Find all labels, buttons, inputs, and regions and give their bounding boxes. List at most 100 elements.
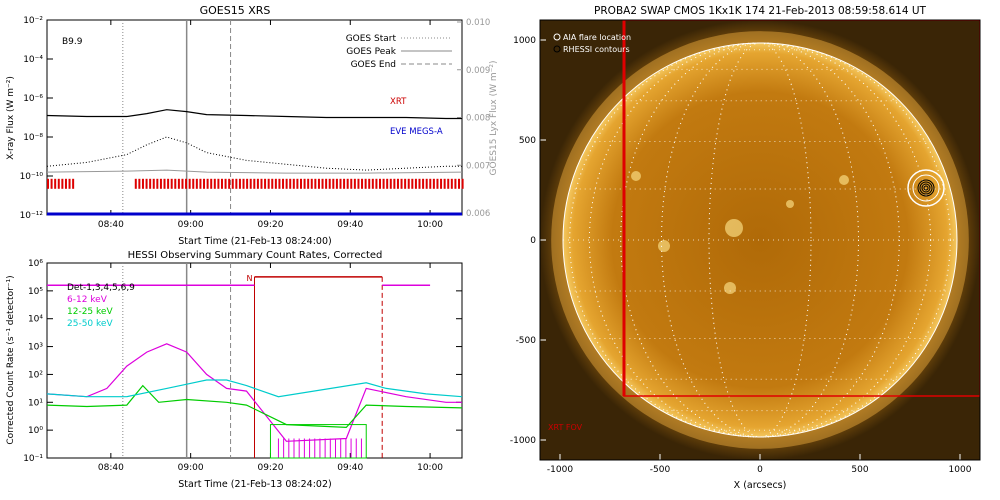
goes-xrt-bar	[407, 178, 410, 189]
goes-xrt-bar	[396, 178, 399, 189]
goes-xrt-bar	[188, 178, 191, 189]
goes-x-label: Start Time (21-Feb-13 08:24:00)	[178, 236, 331, 247]
goes-xrt-bar	[307, 178, 310, 189]
goes-xrt-bar	[235, 178, 238, 189]
hessi-y-tick-label: 10⁴	[28, 315, 43, 325]
goes-xrt-bar	[47, 178, 49, 189]
goes-xrt-bar	[296, 178, 299, 189]
goes-xrt-bar	[289, 178, 292, 189]
goes-xrt-bar	[343, 178, 346, 189]
hessi-series-0	[46, 343, 462, 442]
hessi-panel: HESSI Observing Summary Count Rates, Cor…	[6, 250, 463, 490]
goes-xrt-bar	[224, 178, 227, 189]
hessi-series-1	[46, 384, 463, 429]
goes-xrt-bar	[228, 178, 231, 189]
goes-y-tick-label: 10⁻⁴	[23, 55, 43, 65]
goes-xrt-bar	[145, 178, 148, 189]
swap-frame	[539, 19, 981, 461]
goes-xrt-bar	[174, 178, 177, 189]
goes-xrt-bar	[361, 178, 364, 189]
active-region	[631, 171, 641, 181]
goes-series-1	[46, 136, 462, 171]
goes-panel: GOES15 XRS 08:40 09:00 09:20 09:40 10:00 10⁻²…	[6, 4, 499, 247]
goes-xrt-bar	[203, 178, 206, 189]
goes-x-tick-label: 10:00	[417, 220, 443, 230]
hessi-series-2	[46, 379, 463, 398]
goes-class-annotation: B9.9	[62, 37, 83, 47]
goes-xrt-bar	[156, 178, 159, 189]
goes-xrt-bar	[61, 178, 64, 189]
goes-xrt-bar	[267, 178, 270, 189]
goes-xrt-bar	[192, 178, 195, 189]
goes-y-right-label: GOES15 Lyx Flux (W m⁻²)	[489, 61, 499, 176]
goes-xrt-bar	[371, 178, 374, 189]
goes-xrt-bar	[335, 178, 338, 189]
hessi-x-tick-label: 09:40	[337, 463, 363, 473]
goes-xrt-label: XRT	[390, 97, 407, 107]
hessi-x-tick-label: 10:00	[417, 463, 443, 473]
swap-legend: AIA flare location RHESSI contours	[553, 33, 631, 54]
goes-xrt-bar	[260, 178, 263, 189]
goes-y-right-tick-label: 0.007	[466, 161, 490, 171]
goes-xrt-bar	[454, 178, 457, 189]
swap-y-tick-label: -1000	[510, 436, 536, 446]
goes-xrt-bar	[346, 178, 349, 189]
goes-xrt-bar	[72, 178, 75, 189]
goes-xrt-bar	[249, 178, 252, 189]
hessi-x-tick-label: 09:20	[257, 463, 283, 473]
goes-xrt-bar	[210, 178, 213, 189]
goes-xrt-bar	[149, 178, 152, 189]
goes-legend-peak: GOES Peak	[346, 47, 396, 57]
sun-disk	[563, 43, 957, 437]
goes-xrt-bar	[134, 178, 137, 189]
rhessi-contour	[921, 183, 931, 193]
goes-xrt-bar	[375, 178, 378, 189]
goes-xrt-bar	[382, 178, 385, 189]
goes-xrt-bar	[325, 178, 328, 189]
hessi-night-label: N	[247, 274, 253, 283]
goes-plot-area: 08:40 09:00 09:20 09:40 10:00 10⁻² 10⁻⁴ 10⁻⁶ 10⁻…	[20, 16, 491, 230]
goes-xrt-bar	[274, 178, 277, 189]
goes-xrt-bar	[217, 178, 220, 189]
active-region	[658, 240, 670, 252]
goes-xrt-bar	[393, 178, 396, 189]
goes-xrt-bar	[138, 178, 141, 189]
goes-y-right-tick-label: 0.010	[466, 18, 490, 28]
swap-panel: PROBA2 SWAP CMOS 1Kx1K 174 21-Feb-2013 0…	[539, 5, 981, 491]
goes-xrt-bar	[246, 178, 249, 189]
swap-x-tick-label: -1000	[547, 465, 573, 475]
goes-xrt-bar	[332, 178, 335, 189]
goes-eve-label: EVE MEGS-A	[390, 127, 443, 137]
swap-legend-aia-marker	[553, 33, 561, 41]
hessi-y-tick-label: 10⁶	[28, 259, 43, 269]
swap-x-label: X (arcsecs)	[734, 480, 787, 491]
swap-y-tick-label: 1000	[513, 36, 536, 46]
goes-xrt-bar	[238, 178, 241, 189]
goes-y-tick-label: 10⁻⁶	[23, 94, 43, 104]
goes-xrt-bar	[206, 178, 209, 189]
goes-xrt-bar	[432, 178, 435, 189]
goes-y-right-tick-label: 0.009	[466, 66, 490, 76]
goes-xrt-bar	[170, 178, 173, 189]
goes-xrt-bar	[50, 178, 53, 189]
hessi-legend-6-12: 6-12 keV	[67, 295, 108, 305]
goes-xrt-bar	[350, 178, 353, 189]
swap-xrt-fov-label: XRT FOV	[548, 423, 583, 432]
swap-legend-rhessi: RHESSI contours	[563, 45, 630, 54]
goes-xrt-bar	[264, 178, 267, 189]
goes-xrt-bar	[458, 178, 461, 189]
goes-series-0	[46, 109, 462, 120]
hessi-x-label: Start Time (21-Feb-13 08:24:02)	[178, 479, 331, 490]
hessi-x-tick-label: 09:00	[178, 463, 204, 473]
goes-x-tick-label: 08:40	[98, 220, 124, 230]
goes-y-label: X-ray Flux (W m⁻²)	[6, 76, 16, 160]
limb-circle	[562, 42, 958, 438]
goes-xrt-bar	[163, 178, 166, 189]
hessi-legend-det: Det-1,3,4,5,6,9	[67, 283, 135, 293]
goes-xrt-bar	[379, 178, 381, 189]
goes-xrt-bar	[414, 178, 417, 189]
goes-xrt-bar	[303, 178, 306, 189]
lon-line	[588, 42, 932, 438]
goes-xrt-bar	[317, 178, 320, 189]
goes-xrt-bar	[321, 178, 324, 189]
